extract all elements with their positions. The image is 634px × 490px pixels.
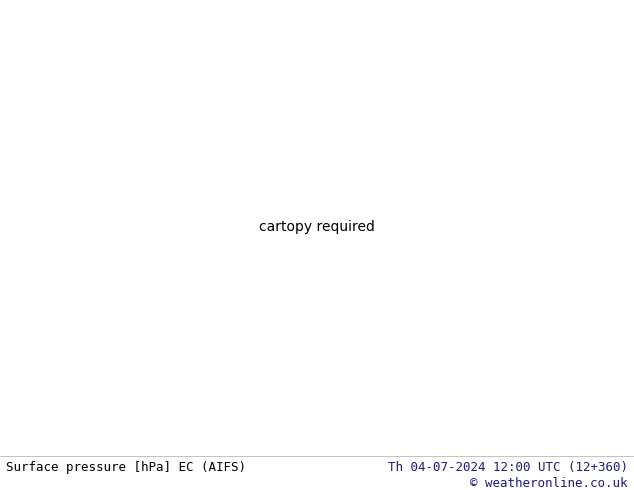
Text: Surface pressure [hPa] EC (AIFS): Surface pressure [hPa] EC (AIFS) xyxy=(6,461,247,474)
Text: cartopy required: cartopy required xyxy=(259,220,375,234)
Text: Th 04-07-2024 12:00 UTC (12+360): Th 04-07-2024 12:00 UTC (12+360) xyxy=(387,461,628,474)
Text: © weatheronline.co.uk: © weatheronline.co.uk xyxy=(470,477,628,490)
